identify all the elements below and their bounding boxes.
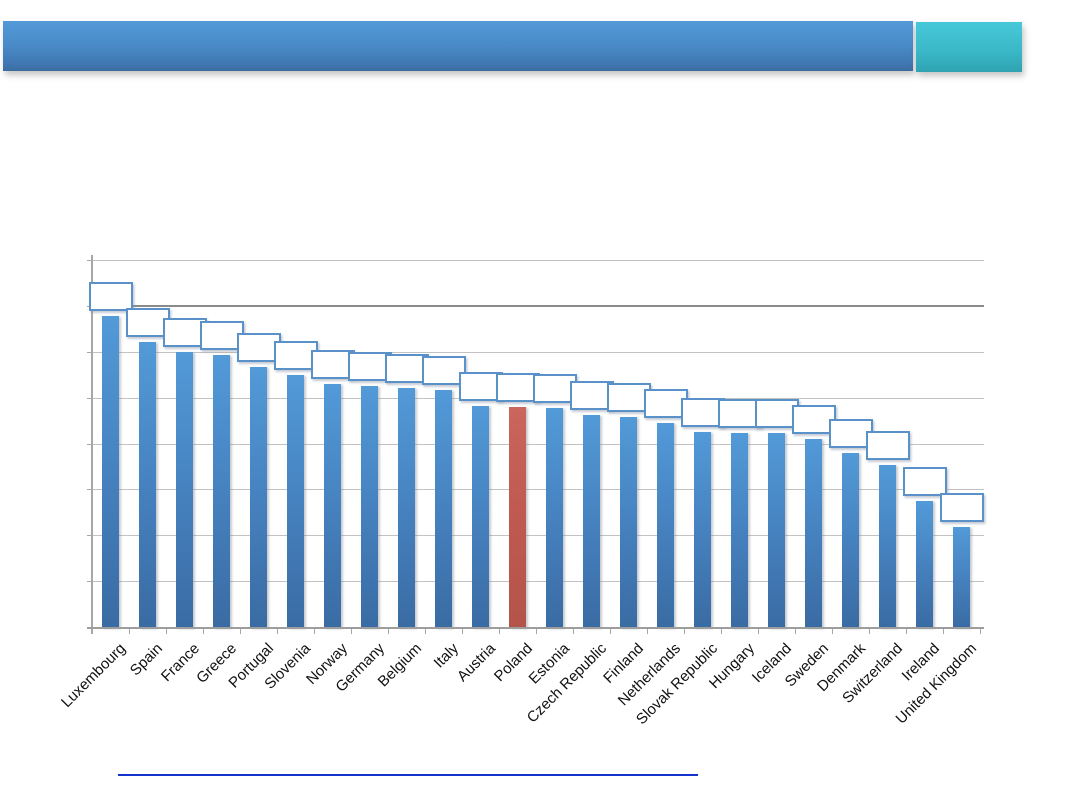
x-axis-tick	[536, 628, 537, 634]
x-axis-tick	[721, 628, 722, 634]
x-axis-tick	[462, 628, 463, 634]
bar-switzerland	[879, 465, 896, 628]
data-label-box-denmark	[828, 419, 873, 449]
data-label-box-ireland	[902, 466, 947, 496]
data-label-box-united-kingdom	[939, 493, 984, 523]
data-label-box-iceland	[754, 399, 799, 429]
gridline	[92, 351, 984, 353]
data-label-box-slovenia	[273, 340, 318, 370]
y-axis-tick	[87, 351, 92, 353]
footer-hyperlink-underline[interactable]	[118, 774, 698, 776]
data-label-box-germany	[347, 352, 392, 382]
data-label-box-netherlands	[643, 388, 688, 418]
bar-hungary	[731, 433, 748, 628]
bar-estonia	[546, 407, 563, 628]
data-label-box-luxembourg	[88, 282, 133, 312]
y-axis-tick	[87, 260, 92, 261]
bar-slovak-republic	[694, 432, 711, 628]
x-axis-tick	[906, 628, 907, 634]
x-axis-tick	[795, 628, 796, 634]
plot-area: Luxembourg Spain France Greece Portugal Slove…	[58, 255, 984, 728]
x-axis-tick	[980, 628, 981, 634]
bar-portugal	[250, 366, 267, 628]
bar-spain	[139, 341, 156, 628]
data-label-box-portugal	[236, 332, 281, 362]
y-axis-tick	[87, 397, 92, 399]
bar-slovenia	[287, 374, 304, 628]
x-axis-tick	[758, 628, 759, 634]
data-label-box-switzerland	[865, 431, 910, 461]
bar-austria	[472, 405, 489, 628]
x-axis-tick	[832, 628, 833, 634]
bar-italy	[435, 390, 452, 628]
x-axis-tick	[388, 628, 389, 634]
gridline	[92, 535, 984, 537]
x-axis-tick	[92, 628, 93, 634]
y-axis-tick	[87, 535, 92, 537]
bar-germany	[361, 386, 378, 628]
bar-united-kingdom	[953, 527, 970, 628]
y-axis-line	[91, 255, 93, 634]
bar-poland	[509, 406, 526, 628]
data-label-box-spain	[125, 307, 170, 337]
x-axis-tick	[943, 628, 944, 634]
data-label-box-belgium	[384, 354, 429, 384]
gridline	[92, 581, 984, 583]
bar-finland	[620, 416, 637, 628]
x-axis-tick	[573, 628, 574, 634]
x-axis-tick	[351, 628, 352, 634]
y-axis-tick	[87, 489, 92, 491]
bar-ireland	[916, 500, 933, 628]
x-axis-tick	[314, 628, 315, 634]
title-banner-teal-accent	[916, 22, 1022, 72]
y-axis-tick	[87, 581, 92, 583]
bar-norway	[324, 383, 341, 628]
x-axis-tick	[129, 628, 130, 634]
bar-france	[176, 352, 193, 628]
gridline	[92, 443, 984, 445]
x-axis-tick	[869, 628, 870, 634]
x-axis-tick	[166, 628, 167, 634]
bar-czech-republic	[583, 415, 600, 628]
x-axis-tick	[240, 628, 241, 634]
bar-greece	[213, 355, 230, 628]
title-banner-bar	[3, 21, 913, 71]
bar-chart: Luxembourg Spain France Greece Portugal Slove…	[0, 240, 1080, 728]
data-label-box-italy	[421, 356, 466, 386]
x-axis-tick	[499, 628, 500, 634]
gridline	[92, 489, 984, 491]
data-label-box-france	[162, 318, 207, 348]
bar-belgium	[398, 388, 415, 628]
bar-denmark	[842, 453, 859, 628]
x-axis-tick	[425, 628, 426, 634]
emphasized-gridline	[92, 304, 984, 307]
bar-iceland	[768, 433, 785, 628]
bar-luxembourg	[102, 316, 119, 628]
x-axis-tick	[684, 628, 685, 634]
x-axis-line	[87, 627, 984, 629]
x-axis-tick	[203, 628, 204, 634]
bar-netherlands	[657, 422, 674, 628]
x-axis-tick	[647, 628, 648, 634]
x-axis-tick	[610, 628, 611, 634]
data-label-box-sweden	[791, 405, 836, 434]
gridline	[92, 260, 984, 261]
data-label-box-poland	[495, 372, 540, 402]
y-axis-tick	[87, 443, 92, 445]
x-axis-tick	[277, 628, 278, 634]
bar-sweden	[805, 439, 822, 628]
data-label-box-slovak-republic	[680, 398, 725, 428]
